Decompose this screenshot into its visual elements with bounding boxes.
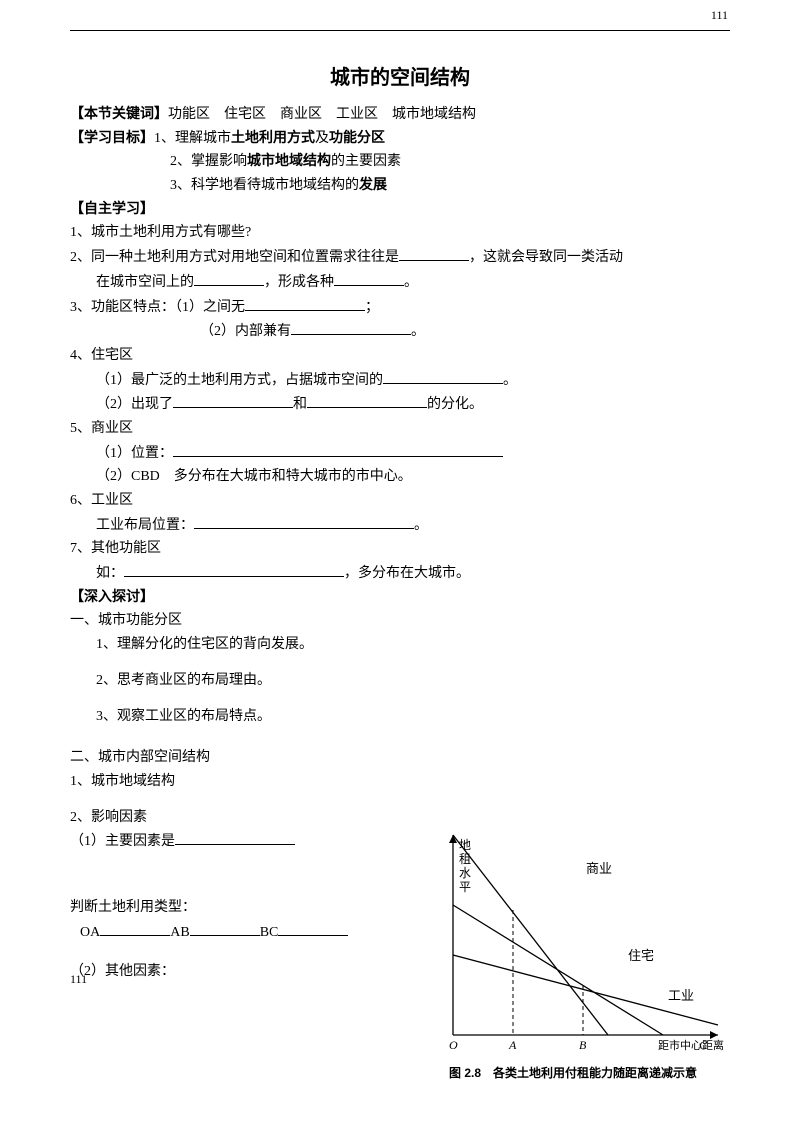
q4-2a: （2）出现了 (96, 397, 173, 412)
svg-text:商业: 商业 (586, 861, 612, 876)
objectives-line-2: 2、掌握影响城市地域结构的主要因素 (70, 151, 730, 173)
document-title: 城市的空间结构 (70, 61, 730, 90)
blank-5[interactable] (291, 320, 411, 335)
q3b: （2）内部兼有 (200, 324, 291, 339)
q5-2: （2）CBD 多分布在大城市和特大城市的市中心。 (70, 466, 730, 488)
deep-s1-1: 1、理解分化的住宅区的背向发展。 (70, 634, 730, 656)
q2a: 2、同一种土地利用方式对用地空间和位置需求往往是 (70, 250, 399, 265)
blank-10[interactable] (194, 514, 414, 529)
chart-svg: 地租水平商业住宅工业OABC距市中心距离 (418, 825, 728, 1055)
q3-line: 3、功能区特点：（1）之间无； (70, 296, 730, 319)
rent-distance-chart: 地租水平商业住宅工业OABC距市中心距离 图 2.8 各类土地利用付租能力随距离… (418, 825, 728, 1085)
deep-label: 【深入探讨】 (70, 587, 730, 609)
svg-text:O: O (449, 1038, 458, 1052)
s2-2-1: （1）主要因素是 (70, 834, 175, 849)
q2-line-cont: 在城市空间上的 ，形成各种 。 (70, 271, 730, 294)
q4-2c: 的分化。 (427, 397, 483, 412)
deep-s1: 一、城市功能分区 (70, 610, 730, 632)
spacer-4 (70, 795, 730, 805)
keywords-line: 【本节关键词】功能区 住宅区 商业区 工业区 城市地域结构 (70, 104, 730, 126)
blank-4[interactable] (245, 296, 365, 311)
q4-2-line: （2）出现了 和 的分化。 (70, 393, 730, 416)
q2d: ，形成各种 (264, 275, 334, 290)
q2e: 。 (404, 275, 418, 290)
blank-13[interactable] (100, 921, 170, 936)
q4-1-line: （1）最广泛的土地利用方式，占据城市空间的。 (70, 369, 730, 392)
selfstudy-label: 【自主学习】 (70, 199, 730, 221)
q7-1-line: 如： ，多分布在大城市。 (70, 562, 730, 585)
blank-6[interactable] (383, 369, 503, 384)
q4-2b: 和 (293, 397, 307, 412)
keywords-text: 功能区 住宅区 商业区 工业区 城市地域结构 (168, 107, 476, 122)
seg-oa: OA (80, 925, 100, 940)
bottom-page-number: 111 (70, 972, 87, 987)
svg-text:距市中心距离: 距市中心距离 (658, 1038, 724, 1052)
q5-1: （1）位置： (96, 446, 173, 461)
svg-text:平: 平 (459, 880, 471, 894)
seg-ab: AB (170, 925, 189, 940)
spacer-3 (70, 729, 730, 745)
q2c: 在城市空间上的 (96, 275, 194, 290)
q5: 5、商业区 (70, 418, 730, 440)
blank-14[interactable] (190, 921, 260, 936)
objectives-label: 【学习目标】 (70, 131, 154, 146)
q2b: ，这就会导致同一类活动 (469, 250, 623, 265)
blank-15[interactable] (278, 921, 348, 936)
svg-text:水: 水 (459, 866, 471, 880)
top-rule (70, 30, 730, 31)
q6-1-line: 工业布局位置：。 (70, 514, 730, 537)
blank-11[interactable] (124, 562, 344, 577)
spacer-1 (70, 658, 730, 668)
blank-9[interactable] (173, 442, 503, 457)
q7-1b: ，多分布在大城市。 (344, 566, 470, 581)
q3b-line: （2）内部兼有。 (70, 320, 730, 343)
blank-8[interactable] (307, 393, 427, 408)
svg-text:地: 地 (459, 838, 471, 852)
blank-7[interactable] (173, 393, 293, 408)
q4: 4、住宅区 (70, 345, 730, 367)
q6-1: 工业布局位置： (96, 518, 194, 533)
svg-text:工业: 工业 (668, 988, 694, 1003)
spacer-2 (70, 694, 730, 704)
deep-s2: 二、城市内部空间结构 (70, 747, 730, 769)
blank-1[interactable] (399, 246, 469, 261)
deep-s1-3: 3、观察工业区的布局特点。 (70, 706, 730, 728)
q7-1a: 如： (96, 566, 124, 581)
q5-1-line: （1）位置： (70, 442, 730, 465)
q6: 6、工业区 (70, 490, 730, 512)
svg-text:住宅: 住宅 (628, 948, 654, 963)
q1: 1、城市土地利用方式有哪些? (70, 222, 730, 244)
svg-text:A: A (508, 1038, 517, 1052)
chart-caption: 图 2.8 各类土地利用付租能力随距离递减示意 (418, 1064, 728, 1081)
blank-3[interactable] (334, 271, 404, 286)
obj-1: 1、理解城市土地利用方式及功能分区 (154, 131, 385, 146)
q3: 3、功能区特点：（1）之间无 (70, 300, 245, 315)
objectives-line-1: 【学习目标】1、理解城市土地利用方式及功能分区 (70, 128, 730, 150)
deep-s2-1: 1、城市地域结构 (70, 771, 730, 793)
q4-1: （1）最广泛的土地利用方式，占据城市空间的 (96, 373, 383, 388)
objectives-line-3: 3、科学地看待城市地域结构的发展 (70, 175, 730, 197)
keywords-label: 【本节关键词】 (70, 107, 168, 122)
svg-text:B: B (579, 1038, 587, 1052)
q7: 7、其他功能区 (70, 538, 730, 560)
top-page-number: 111 (711, 8, 728, 23)
q2-line: 2、同一种土地利用方式对用地空间和位置需求往往是 ，这就会导致同一类活动 (70, 246, 730, 269)
deep-s1-2: 2、思考商业区的布局理由。 (70, 670, 730, 692)
svg-text:租: 租 (459, 852, 471, 866)
seg-bc: BC (260, 925, 279, 940)
blank-12[interactable] (175, 830, 295, 845)
blank-2[interactable] (194, 271, 264, 286)
